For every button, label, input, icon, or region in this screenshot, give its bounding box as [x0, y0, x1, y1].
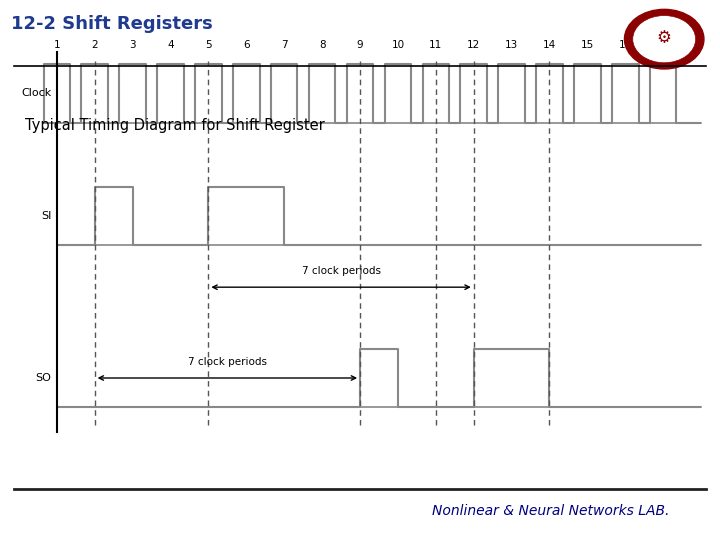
- Circle shape: [624, 9, 704, 69]
- Text: 7 clock periods: 7 clock periods: [188, 357, 267, 367]
- Text: 16: 16: [618, 40, 632, 50]
- Text: 4: 4: [167, 40, 174, 50]
- Text: Typical Timing Diagram for Shift Register: Typical Timing Diagram for Shift Registe…: [25, 118, 325, 133]
- Text: 10: 10: [392, 40, 405, 50]
- Text: 1: 1: [53, 40, 60, 50]
- Text: SI: SI: [41, 211, 51, 221]
- Text: ⚙: ⚙: [657, 29, 672, 47]
- Text: 6: 6: [243, 40, 250, 50]
- Text: 12: 12: [467, 40, 480, 50]
- Text: 17: 17: [657, 40, 670, 50]
- Text: 14: 14: [543, 40, 556, 50]
- Circle shape: [633, 16, 696, 63]
- Text: 12-2 Shift Registers: 12-2 Shift Registers: [12, 15, 213, 33]
- Text: Clock: Clock: [21, 88, 51, 98]
- Text: 9: 9: [356, 40, 364, 50]
- Text: 7: 7: [281, 40, 287, 50]
- Text: 8: 8: [319, 40, 325, 50]
- Text: 15: 15: [581, 40, 594, 50]
- Text: SO: SO: [35, 373, 51, 383]
- Text: Nonlinear & Neural Networks LAB.: Nonlinear & Neural Networks LAB.: [432, 504, 670, 518]
- Text: 11: 11: [429, 40, 442, 50]
- Text: 13: 13: [505, 40, 518, 50]
- Text: 5: 5: [205, 40, 212, 50]
- Text: 7 clock periods: 7 clock periods: [302, 266, 381, 276]
- Text: 3: 3: [130, 40, 136, 50]
- Text: 2: 2: [91, 40, 98, 50]
